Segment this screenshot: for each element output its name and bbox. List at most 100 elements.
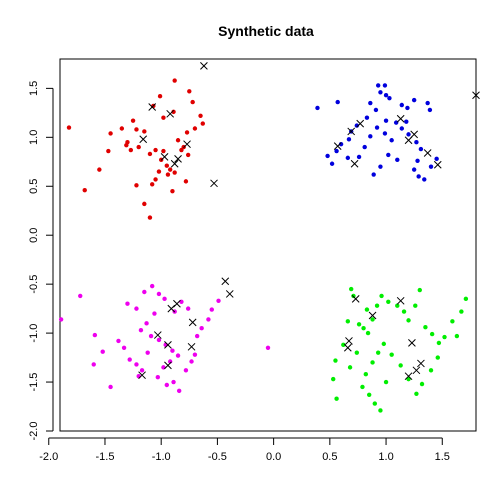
data-point — [179, 147, 184, 153]
data-point — [91, 362, 96, 367]
data-point-cross — [164, 361, 172, 370]
data-point — [405, 105, 410, 111]
data-point — [78, 293, 83, 299]
data-point — [354, 350, 360, 355]
data-point — [395, 303, 400, 308]
data-point-cross — [408, 339, 416, 347]
data-point — [216, 298, 221, 303]
data-point-cross — [148, 103, 157, 111]
data-point — [161, 115, 166, 120]
data-point — [372, 401, 378, 406]
data-point — [142, 289, 147, 295]
data-point — [156, 291, 162, 297]
data-point-cross — [153, 331, 162, 339]
data-point — [399, 102, 404, 108]
data-point — [164, 163, 170, 168]
data-point — [345, 155, 351, 161]
data-point — [341, 342, 346, 348]
data-point — [167, 167, 173, 172]
data-point — [92, 332, 98, 338]
data-point — [170, 188, 175, 194]
chart-title: Synthetic data — [218, 23, 314, 39]
data-point-cross — [200, 61, 208, 70]
data-point — [162, 296, 167, 302]
data-point-cross — [351, 294, 360, 303]
data-point — [419, 381, 425, 387]
data-point — [382, 83, 388, 88]
data-point — [375, 83, 381, 88]
x-axis: -2.0 -1.5 -1.0 -0.5 0.0 0.5 1.0 1.5 — [39, 437, 450, 463]
data-point — [414, 140, 419, 145]
y-tick-label: -2.0 — [28, 422, 40, 441]
data-point — [356, 322, 362, 327]
data-point — [121, 345, 127, 350]
data-point — [149, 182, 155, 187]
data-point — [142, 201, 147, 207]
data-point — [165, 172, 171, 177]
data-point — [153, 177, 158, 182]
data-point — [175, 138, 181, 143]
data-point-cross — [347, 127, 356, 136]
data-point — [183, 368, 189, 373]
data-point — [149, 283, 155, 289]
data-point — [198, 113, 203, 118]
data-point — [172, 78, 177, 83]
data-point — [315, 105, 320, 111]
data-point — [375, 350, 381, 355]
data-point — [347, 365, 353, 370]
data-point — [335, 99, 340, 105]
data-point — [406, 132, 411, 137]
data-point-cross — [396, 296, 405, 305]
data-point — [176, 388, 182, 394]
data-point — [435, 355, 440, 360]
y-tick-label: 0.5 — [28, 179, 40, 194]
data-point-cross — [225, 290, 234, 298]
data-point — [442, 334, 447, 340]
data-point — [459, 309, 464, 314]
data-point-cross — [423, 149, 432, 157]
data-point — [416, 174, 421, 179]
data-point — [454, 333, 460, 339]
data-point — [265, 345, 271, 350]
data-point — [381, 341, 387, 347]
data-point — [364, 307, 370, 312]
data-point — [429, 331, 435, 337]
data-point — [142, 129, 147, 134]
data-point — [136, 144, 141, 150]
data-point-cross — [412, 366, 421, 375]
data-point — [200, 121, 205, 126]
data-point-cross — [221, 277, 230, 286]
data-point — [144, 321, 149, 326]
data-point — [206, 317, 211, 322]
data-point — [414, 391, 419, 396]
data-point — [382, 131, 388, 136]
data-point — [194, 333, 200, 339]
data-point-cross — [333, 142, 342, 150]
data-point — [192, 126, 198, 131]
data-point-cross — [417, 359, 425, 368]
data-point — [184, 130, 190, 135]
data-point — [170, 348, 175, 353]
data-point — [436, 340, 442, 346]
data-point — [463, 296, 469, 302]
data-point — [147, 215, 153, 220]
data-point — [134, 362, 139, 367]
data-point — [119, 126, 125, 131]
data-point — [116, 338, 121, 344]
data-point — [411, 97, 417, 103]
data-point — [378, 408, 383, 413]
data-point — [66, 125, 72, 130]
data-point — [153, 147, 158, 153]
data-point — [157, 94, 163, 99]
data-point — [134, 127, 139, 132]
data-point — [406, 376, 411, 382]
x-tick-label: 1.5 — [435, 451, 450, 463]
x-tick-label: -1.0 — [152, 451, 171, 463]
data-point-cross — [472, 91, 480, 100]
data-point — [164, 382, 170, 388]
data-point — [422, 177, 427, 182]
data-point — [333, 358, 338, 363]
x-tick-label: -2.0 — [39, 451, 58, 463]
data-point-cross — [138, 371, 146, 380]
